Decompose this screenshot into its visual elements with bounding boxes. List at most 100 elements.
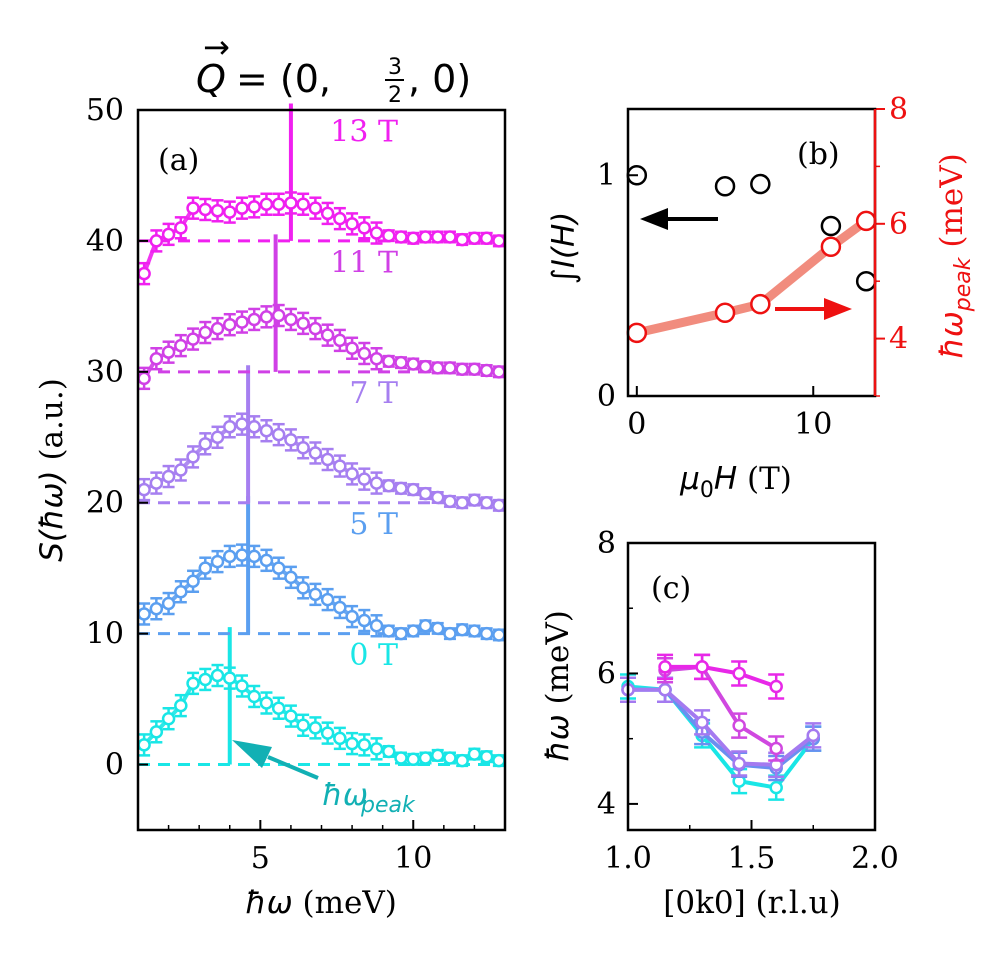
panel-a-label: (a) — [158, 143, 199, 178]
panel-b-xlabel-rest: H — [714, 461, 737, 497]
data-point — [320, 726, 335, 740]
data-point — [296, 440, 310, 455]
data-point — [430, 490, 445, 505]
data-point — [394, 626, 408, 641]
data-point — [198, 325, 213, 340]
series-5t — [137, 496, 506, 642]
data-point — [198, 561, 213, 575]
data-point — [271, 197, 286, 212]
series-label: 11 T — [330, 245, 398, 280]
panel-b-ylabel-left-rest: I(H) — [546, 212, 582, 269]
data-point — [296, 316, 310, 331]
data-point — [406, 624, 420, 638]
data-point — [345, 217, 359, 231]
panel-b-ylabel-left: ∫I(H) — [546, 212, 582, 285]
data-point — [430, 230, 445, 244]
peak-energy-point — [626, 322, 648, 344]
panel-b-ticks: 0 10 0 1 4 6 8 — [597, 92, 908, 442]
data-point — [161, 596, 176, 611]
data-point — [492, 628, 506, 642]
title-suffix: , 0) — [408, 57, 471, 101]
data-point — [210, 668, 225, 683]
peak-arrow-head — [232, 740, 272, 768]
data-point — [247, 549, 261, 564]
data-point — [223, 549, 237, 564]
left-arrow-head — [640, 208, 668, 230]
data-point — [137, 266, 151, 281]
panel-a: 0 10 20 30 40 50 5 10 0 T 5 T 7 T 11 T 13 T (a) ħω … — [34, 93, 507, 921]
data-point — [394, 481, 408, 496]
data-point — [198, 672, 213, 687]
data-point — [455, 232, 469, 247]
data-point — [271, 561, 286, 575]
dispersion-line — [628, 687, 815, 767]
y-tick-label: 6 — [597, 656, 616, 691]
title-num: 3 — [388, 55, 402, 80]
data-point — [210, 430, 225, 445]
data-point — [443, 230, 457, 244]
title-den: 2 — [388, 83, 402, 108]
y-tick-label: 0 — [105, 748, 124, 783]
y-tick-right-label: 4 — [889, 322, 908, 357]
data-point — [430, 621, 445, 636]
peak-annotation-base: ħω — [322, 778, 368, 813]
title-q: Q — [196, 57, 226, 101]
dispersion-line — [627, 684, 815, 790]
y-tick-label: 4 — [597, 787, 616, 822]
x-tick-label: 1.0 — [604, 841, 652, 876]
data-point — [259, 310, 274, 324]
panel-a-ylabel-unit: (a.u.) — [34, 378, 70, 470]
series-13t — [137, 103, 506, 286]
data-point — [271, 701, 286, 716]
data-point — [223, 671, 237, 685]
data-point — [198, 202, 213, 217]
panel-a-xlabel: ħω (meV) — [245, 885, 397, 921]
peak-arrow-shaft — [267, 755, 319, 780]
data-point — [223, 205, 237, 219]
data-point — [235, 201, 249, 215]
panel-b-xlabel-sub: 0 — [700, 478, 714, 503]
data-point — [443, 751, 457, 765]
data-point — [137, 371, 151, 386]
panel-c-data — [620, 653, 822, 801]
data-point — [467, 493, 482, 507]
data-point — [443, 626, 457, 641]
data-point — [492, 234, 506, 248]
panel-a-xlabel-sym: ħω — [245, 885, 293, 921]
data-point — [186, 201, 200, 215]
data-point — [271, 308, 286, 323]
fit-curve — [143, 422, 500, 508]
data-point — [174, 698, 188, 713]
data-point — [308, 721, 323, 735]
panel-b-ylabel-right-sub: peak — [951, 256, 976, 312]
series-label: 5 T — [349, 507, 398, 542]
title-arrow: → — [203, 28, 230, 66]
data-point — [357, 221, 372, 235]
data-point — [418, 486, 433, 501]
peak-energy-point — [750, 293, 771, 315]
data-point — [149, 476, 164, 490]
x-tick-label: 10 — [394, 841, 432, 876]
title-eq: = (0, — [236, 57, 331, 101]
data-point — [357, 346, 372, 361]
panel-a-data — [137, 103, 506, 768]
data-point — [149, 725, 164, 739]
left-axis-arrow — [640, 208, 718, 230]
data-point — [418, 751, 433, 765]
data-point — [382, 228, 396, 243]
data-point — [259, 423, 274, 438]
data-point — [308, 201, 323, 215]
data-point — [492, 498, 506, 513]
data-point — [492, 365, 506, 379]
data-point — [235, 315, 249, 329]
series-label: 13 T — [330, 114, 398, 149]
data-point — [369, 351, 384, 366]
data-point — [357, 472, 372, 486]
data-point — [284, 196, 298, 210]
data-point — [235, 679, 249, 693]
peak-annotation: ħω peak — [232, 740, 416, 818]
data-point — [455, 622, 469, 637]
data-point — [479, 626, 494, 641]
panel-b-ylabel-left-sym: ∫ — [546, 268, 582, 284]
data-point — [418, 619, 433, 633]
